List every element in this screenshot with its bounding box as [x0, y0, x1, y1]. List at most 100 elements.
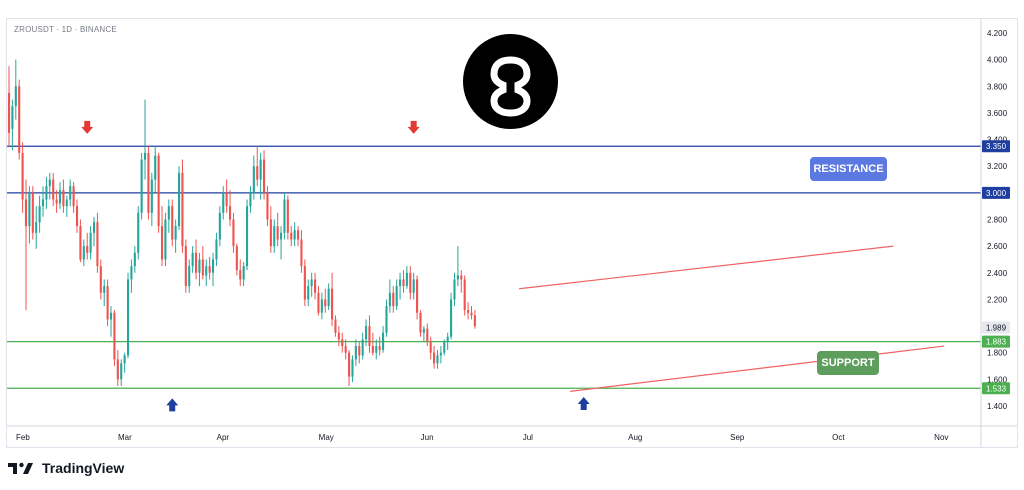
candle-body — [399, 279, 402, 287]
price-tick-label: 2.400 — [987, 269, 1008, 278]
candle-body — [456, 275, 459, 280]
candle-body — [222, 192, 225, 213]
candle-body — [89, 232, 92, 253]
candle-body — [334, 319, 337, 333]
arrow-up-icon — [166, 398, 179, 412]
tradingview-wordmark: TradingView — [42, 460, 125, 476]
candle-body — [368, 326, 371, 347]
candle-body — [365, 326, 368, 340]
candle-body — [82, 246, 85, 260]
candle-body — [439, 352, 442, 356]
level-lines — [7, 145, 981, 389]
candle-body — [174, 226, 177, 240]
time-axis: Feb Mar Apr May Jun Jul Aug Sep Oct Nov — [7, 425, 1017, 442]
price-tick-label: 4.000 — [987, 56, 1008, 65]
tradingview-footer[interactable]: TradingView — [8, 458, 124, 478]
candle-body — [327, 288, 330, 307]
candle-body — [14, 86, 17, 107]
candle-body — [133, 252, 136, 267]
current-price-tag-label: 1.989 — [986, 324, 1007, 333]
candle-body — [262, 159, 266, 193]
candle-body — [392, 292, 395, 307]
candle-body — [300, 239, 303, 267]
candle-body — [348, 352, 351, 377]
candle-body — [184, 246, 187, 287]
brand-logo — [463, 34, 558, 129]
candle-body — [252, 166, 255, 193]
candle-body — [276, 226, 279, 240]
level-price-tag-bg — [982, 186, 1010, 199]
price-tick-label: 1.800 — [987, 349, 1008, 358]
candle-body — [273, 226, 276, 247]
candle-body — [109, 312, 113, 320]
candle-body — [198, 259, 201, 273]
candle-body — [405, 272, 408, 287]
candle-body — [177, 172, 181, 227]
candle-body — [147, 152, 150, 213]
candle-body — [317, 292, 320, 313]
candle-body — [171, 206, 174, 240]
candle-body — [103, 286, 106, 293]
price-tick-label: 1.600 — [987, 375, 1008, 384]
time-tick-label: Mar — [118, 433, 132, 442]
candle-body — [113, 312, 116, 360]
candle-body — [412, 279, 415, 293]
candle-body — [18, 86, 21, 153]
candle-body — [303, 266, 306, 300]
candle-body — [259, 159, 262, 180]
candle-body — [62, 190, 65, 207]
candle-body — [150, 179, 153, 213]
level-price-tag-label: 3.000 — [986, 189, 1007, 198]
level-price-tag-label: 1.883 — [986, 338, 1007, 347]
candle-body — [331, 288, 334, 320]
candle-body — [205, 266, 208, 276]
level-price-tag-label: 1.533 — [986, 384, 1007, 393]
candle-body — [429, 342, 432, 353]
candle-body — [52, 179, 55, 200]
candle-body — [35, 222, 38, 233]
level-price-tag-bg — [982, 382, 1010, 395]
candle-body — [286, 199, 289, 233]
candle-body — [48, 179, 51, 187]
arrow-up-icon — [577, 397, 590, 411]
candle-body — [45, 186, 48, 200]
time-tick-label: Nov — [934, 433, 948, 442]
symbol-title: ZROUSDT · 1D · BINANCE — [14, 25, 117, 34]
candle-body — [460, 275, 463, 280]
candle-body — [181, 172, 184, 247]
candle-body — [194, 252, 198, 273]
candle-body — [307, 286, 310, 300]
candle-body — [382, 332, 385, 351]
candle-body — [188, 266, 191, 287]
candle-body — [402, 279, 405, 287]
candle-body — [24, 199, 28, 227]
price-tick-label: 3.400 — [987, 136, 1008, 145]
candle-body — [266, 192, 269, 220]
candle-body — [409, 272, 412, 293]
level-price-tag-bg — [982, 335, 1010, 348]
candle-body — [167, 206, 170, 220]
price-tick-label: 2.200 — [987, 295, 1008, 304]
logo-glyph-icon — [490, 56, 531, 117]
candle-body — [92, 222, 96, 233]
candle-body — [269, 219, 272, 247]
time-tick-label: Oct — [832, 433, 845, 442]
candle-body — [120, 363, 123, 380]
candle-body — [31, 192, 34, 233]
price-tick-label: 3.600 — [987, 109, 1008, 118]
candle-body — [11, 106, 14, 129]
markers — [81, 120, 590, 412]
candle-body — [123, 355, 126, 364]
price-axis: 4.200 4.000 3.800 3.600 3.400 3.200 3.000 2.800… — [980, 19, 1010, 447]
channel-lower-line — [570, 345, 945, 392]
candle-body — [154, 155, 157, 180]
time-tick-label: Sep — [730, 433, 745, 442]
price-tick-label: 2.800 — [987, 216, 1008, 225]
candle-body — [164, 219, 167, 260]
candle-body — [453, 279, 456, 300]
candle-body — [310, 279, 313, 287]
arrow-down-icon — [81, 120, 94, 134]
candle-body — [422, 328, 425, 333]
candle-body — [28, 192, 31, 227]
